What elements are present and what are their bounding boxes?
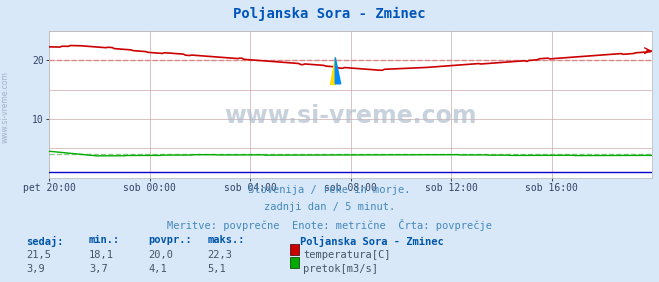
Text: Poljanska Sora - Zminec: Poljanska Sora - Zminec	[300, 235, 444, 246]
Text: 22,3: 22,3	[208, 250, 233, 259]
Text: Poljanska Sora - Zminec: Poljanska Sora - Zminec	[233, 7, 426, 21]
Text: temperatura[C]: temperatura[C]	[303, 250, 391, 259]
Polygon shape	[330, 58, 335, 84]
Text: povpr.:: povpr.:	[148, 235, 192, 245]
Text: 20,0: 20,0	[148, 250, 173, 259]
Text: pretok[m3/s]: pretok[m3/s]	[303, 264, 378, 274]
Text: 21,5: 21,5	[26, 250, 51, 259]
Text: 3,7: 3,7	[89, 264, 107, 274]
Text: 4,1: 4,1	[148, 264, 167, 274]
Text: Slovenija / reke in morje.: Slovenija / reke in morje.	[248, 185, 411, 195]
Text: 18,1: 18,1	[89, 250, 114, 259]
Polygon shape	[335, 58, 341, 84]
Text: www.si-vreme.com: www.si-vreme.com	[225, 104, 477, 128]
Text: min.:: min.:	[89, 235, 120, 245]
Text: zadnji dan / 5 minut.: zadnji dan / 5 minut.	[264, 202, 395, 212]
Text: 3,9: 3,9	[26, 264, 45, 274]
Text: 5,1: 5,1	[208, 264, 226, 274]
Text: maks.:: maks.:	[208, 235, 245, 245]
Text: sedaj:: sedaj:	[26, 235, 64, 246]
Text: www.si-vreme.com: www.si-vreme.com	[1, 71, 10, 143]
Text: Meritve: povprečne  Enote: metrične  Črta: povprečje: Meritve: povprečne Enote: metrične Črta:…	[167, 219, 492, 231]
